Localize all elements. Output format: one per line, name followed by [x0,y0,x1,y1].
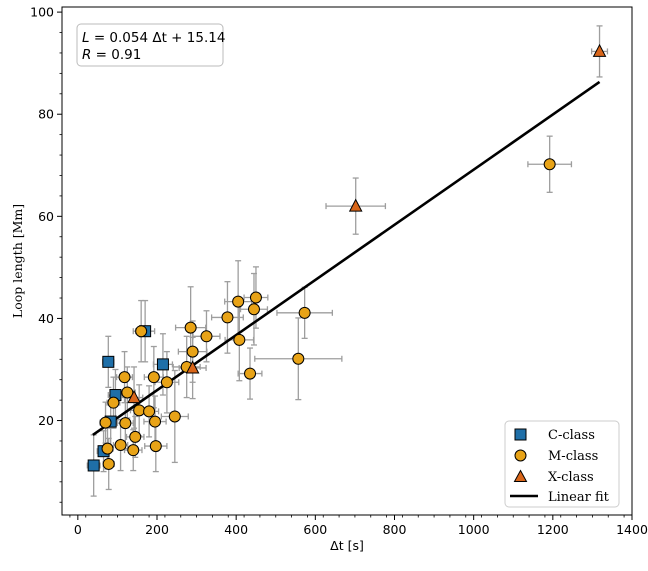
x-tick-label: 800 [383,522,407,537]
m-class-point [118,371,131,384]
annotation-box [76,23,224,67]
legend-m-class-marker [514,449,527,462]
legend-x-class-marker [513,469,528,482]
x-tick-label: 600 [303,522,327,537]
c-class-point [87,459,100,472]
m-class-point [244,367,257,380]
annotation-equation-text: = 0.054 Δt + 15.14 [90,30,226,46]
m-class-point [107,396,120,409]
m-class-point [99,416,112,429]
c-class-point [102,355,115,368]
m-class-point [232,295,245,308]
m-class-point [247,303,260,316]
legend-x-class-label: X-class [548,470,594,485]
x-tick-label: 1000 [458,522,490,537]
y-tick-label: 40 [38,311,54,326]
m-class-point [221,311,234,324]
annotation-correlation: R = 0.91 [82,47,141,63]
x-tick-labels: 0 200 400 600 800 1000 1200 1400 [74,522,648,537]
legend-fit-label: Linear fit [548,490,610,505]
annotation-correlation-text: = 0.91 [91,47,141,63]
m-class-point [133,404,146,417]
c-class-point [156,358,169,371]
m-class-point [184,321,197,334]
y-axis-label: Loop length [Mm] [10,204,25,318]
m-class-point [127,444,140,457]
m-class-point [129,430,142,443]
x-tick-label: 1400 [616,522,648,537]
y-tick-label: 60 [38,209,54,224]
plot-frame [61,6,633,516]
x-axis-label: Δt [s] [330,538,364,553]
y-tick-label: 100 [30,5,54,20]
y-tick-label: 80 [38,107,54,122]
x-tick-label: 400 [224,522,248,537]
m-class-point [298,306,311,319]
data-markers [87,43,607,472]
m-class-point [101,442,114,455]
y-tick-label: 20 [38,413,54,428]
m-class-point [200,330,213,343]
fit-annotation: L = 0.054 Δt + 15.14 R = 0.91 [76,23,225,67]
m-class-point [543,158,556,171]
m-class-point [168,410,181,423]
x-class-point [348,198,363,212]
m-class-point [186,345,199,358]
m-class-point [292,352,305,365]
legend: C-class M-class X-class Linear fit [504,420,620,508]
linear-fit-line [92,80,601,436]
m-class-point [119,417,132,430]
annotation-R-symbol: R [82,47,91,63]
m-class-point [143,405,156,418]
legend-c-class-marker [514,428,527,441]
x-class-point [592,43,607,57]
m-class-point [149,440,162,453]
annotation-equation: L = 0.054 Δt + 15.14 [82,30,225,46]
x-tick-label: 1200 [537,522,569,537]
x-tick-label: 0 [74,522,82,537]
legend-box [504,420,620,508]
m-class-point [233,333,246,346]
m-class-point [114,439,127,452]
m-class-point [135,325,148,338]
legend-c-class-label: C-class [548,428,595,443]
annotation-L-symbol: L [82,30,90,46]
m-class-point [160,376,173,389]
m-class-point [249,291,262,304]
m-class-point [102,457,115,470]
x-tick-label: 200 [145,522,169,537]
axis-ticks [57,11,633,520]
legend-m-class-label: M-class [548,449,598,464]
x-class-point [185,360,200,374]
x-class-point [127,389,141,404]
m-class-point [149,415,162,428]
m-class-point [147,371,160,384]
y-tick-labels: 20 40 60 80 100 [30,5,54,428]
